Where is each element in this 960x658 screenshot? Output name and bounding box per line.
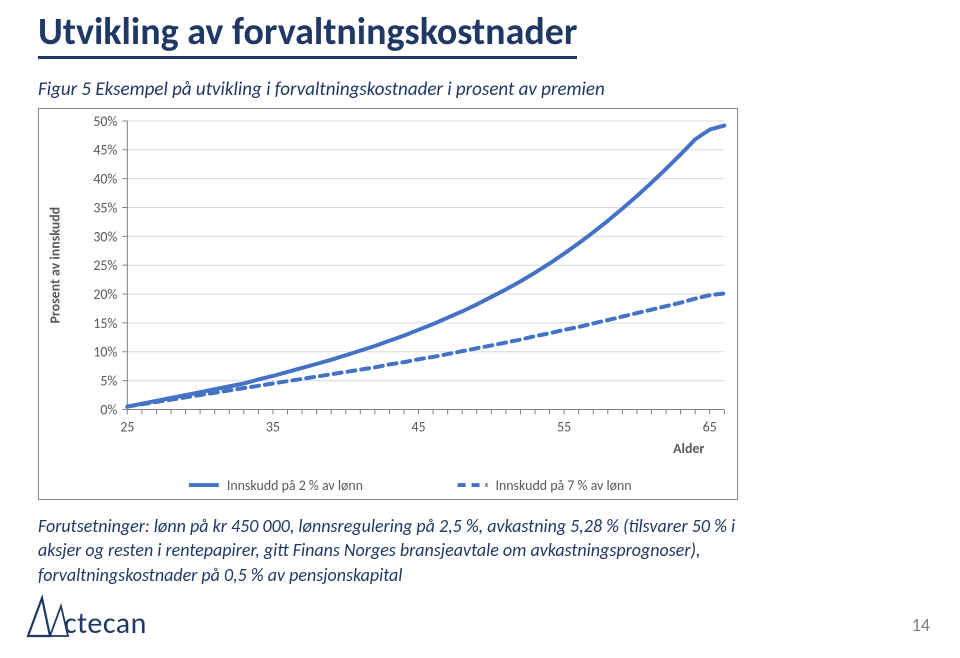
- svg-text:45: 45: [411, 418, 425, 435]
- svg-text:35: 35: [266, 418, 280, 435]
- svg-text:65: 65: [703, 418, 717, 435]
- svg-text:0%: 0%: [100, 401, 117, 418]
- svg-text:Prosent av innskudd: Prosent av innskudd: [47, 207, 64, 324]
- svg-text:45%: 45%: [93, 142, 117, 159]
- svg-text:5%: 5%: [100, 373, 117, 390]
- svg-text:Alder: Alder: [673, 440, 704, 457]
- svg-text:Innskudd på 2 % av lønn: Innskudd på 2 % av lønn: [227, 477, 363, 494]
- page-title: Utvikling av forvaltningskostnader: [38, 12, 577, 59]
- svg-text:10%: 10%: [93, 344, 117, 361]
- svg-text:30%: 30%: [93, 228, 117, 245]
- logo-icon: [20, 586, 70, 642]
- svg-text:25: 25: [120, 418, 134, 435]
- svg-text:15%: 15%: [93, 315, 117, 332]
- logo-text: ctecan: [64, 605, 147, 642]
- chart-svg: 25 35 45 55 65 0% 5% 10% 15% 20% 25% 30% 35% 40% 45% 50…: [39, 109, 737, 499]
- logo: ctecan: [20, 586, 147, 642]
- figure-caption: Figur 5 Eksempel på utvikling i forvaltn…: [38, 78, 605, 101]
- svg-text:Innskudd på 7 % av lønn: Innskudd på 7 % av lønn: [495, 477, 631, 494]
- svg-text:25%: 25%: [93, 257, 117, 274]
- svg-text:20%: 20%: [93, 286, 117, 303]
- svg-text:50%: 50%: [93, 113, 117, 130]
- svg-text:35%: 35%: [93, 199, 117, 216]
- assumptions-text: Forutsetninger: lønn på kr 450 000, lønn…: [38, 514, 758, 587]
- svg-text:40%: 40%: [93, 171, 117, 188]
- page-number: 14: [912, 614, 930, 636]
- chart-container: 25 35 45 55 65 0% 5% 10% 15% 20% 25% 30% 35% 40% 45% 50…: [38, 108, 738, 500]
- svg-text:55: 55: [557, 418, 571, 435]
